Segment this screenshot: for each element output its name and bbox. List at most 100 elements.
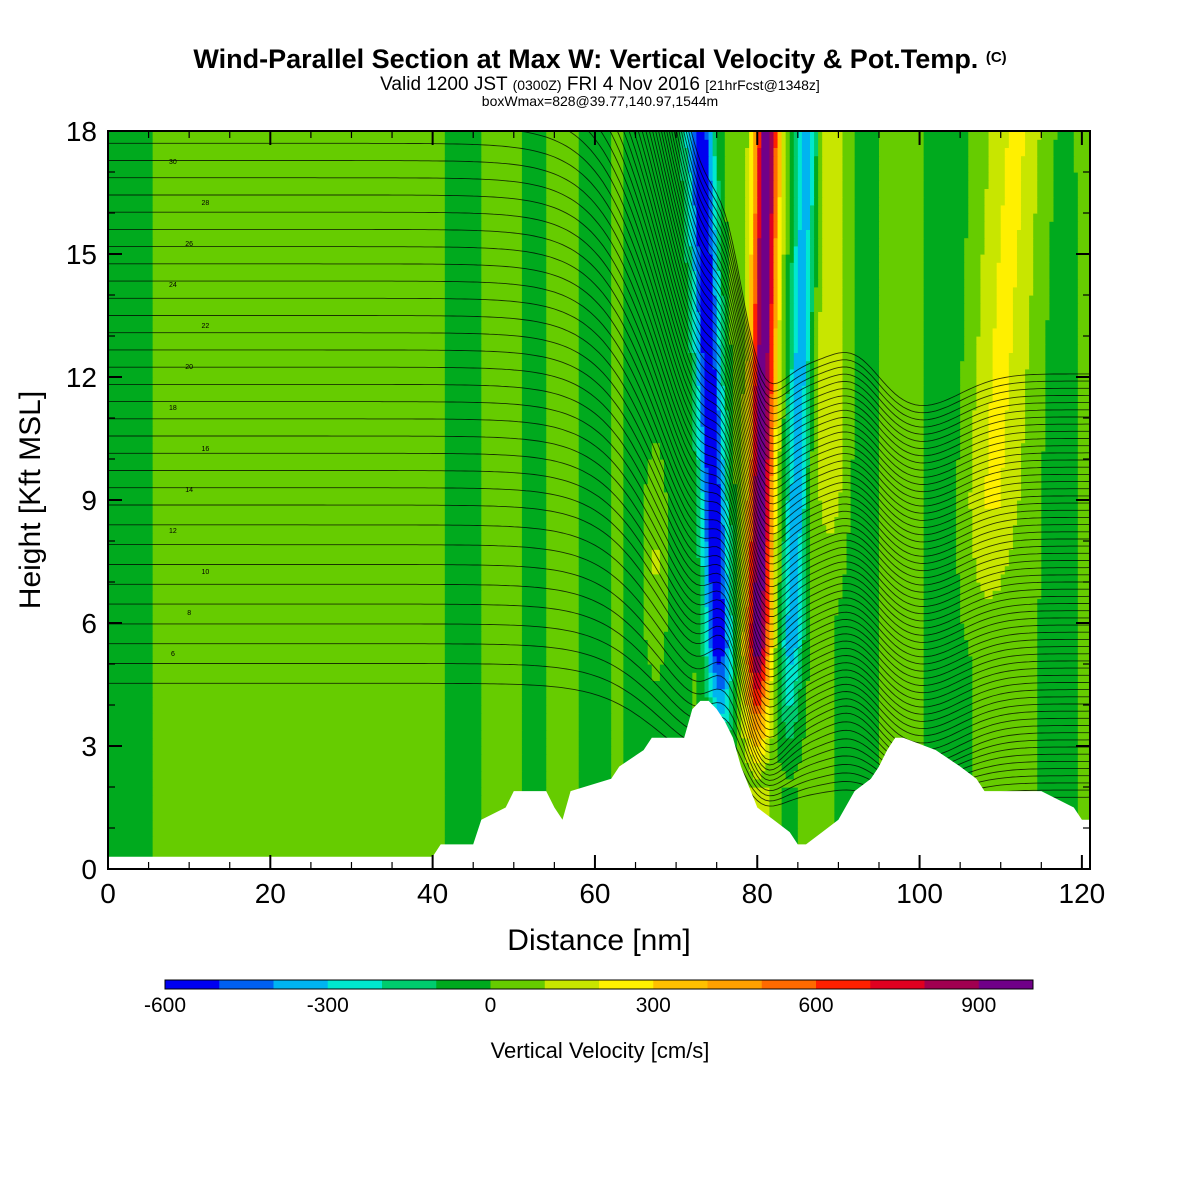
velocity-cell (521, 262, 547, 271)
velocity-cell (842, 278, 856, 288)
velocity-cell (1077, 221, 1090, 230)
velocity-cell (769, 442, 775, 452)
velocity-cell (753, 229, 758, 239)
velocity-cell (724, 147, 746, 157)
velocity-cell (749, 401, 754, 411)
velocity-cell (692, 155, 697, 165)
velocity-cell (688, 286, 693, 296)
velocity-cell (444, 442, 482, 452)
velocity-cell (805, 713, 835, 722)
velocity-cell (960, 434, 973, 444)
velocity-cell (704, 352, 714, 362)
velocity-cell (741, 672, 746, 681)
velocity-cell (1037, 754, 1079, 763)
velocity-cell (700, 639, 706, 649)
velocity-cell (546, 319, 580, 329)
velocity-cell (801, 221, 811, 230)
velocity-cell (789, 229, 795, 239)
velocity-cell (546, 336, 580, 345)
velocity-cell (736, 664, 742, 673)
velocity-cell (578, 286, 612, 296)
velocity-cell (850, 475, 880, 485)
velocity-cell (647, 639, 665, 649)
velocity-cell (773, 409, 779, 419)
velocity-cell (732, 655, 738, 665)
velocity-cell (878, 163, 925, 173)
velocity-cell (481, 573, 523, 583)
y-axis-label: Height [Kft MSL] (14, 391, 47, 609)
velocity-cell (834, 516, 852, 526)
velocity-cell (1037, 155, 1055, 165)
velocity-cell (854, 418, 880, 427)
velocity-cell (651, 450, 661, 460)
velocity-cell (1077, 360, 1090, 370)
theta-contour (108, 332, 1090, 694)
velocity-cell (108, 737, 154, 747)
velocity-cell (923, 467, 957, 476)
velocity-cell (781, 163, 787, 173)
velocity-cell (712, 655, 718, 665)
velocity-cell (444, 450, 482, 460)
velocity-cell (781, 541, 787, 550)
velocity-cell (757, 180, 762, 189)
velocity-cell (745, 286, 750, 296)
velocity-cell (923, 680, 973, 690)
velocity-cell (521, 623, 547, 632)
velocity-cell (793, 188, 799, 198)
velocity-cell (700, 524, 706, 534)
velocity-cell (611, 368, 624, 378)
velocity-cell (765, 746, 771, 755)
velocity-cell (578, 688, 612, 698)
velocity-cell (814, 270, 819, 280)
velocity-cell (704, 672, 710, 681)
velocity-cell (696, 336, 702, 345)
contour-label: 30 (169, 159, 177, 166)
velocity-cell (773, 582, 779, 591)
velocity-cell (611, 582, 624, 591)
velocity-cell (546, 655, 580, 665)
velocity-cell (712, 188, 718, 198)
velocity-cell (108, 418, 154, 427)
velocity-cell (878, 639, 925, 649)
velocity-cell (728, 664, 734, 673)
velocity-cell (777, 680, 783, 690)
velocity-cell (805, 705, 835, 714)
velocity-cell (834, 655, 880, 665)
velocity-cell (769, 327, 775, 337)
velocity-cell (818, 377, 844, 386)
velocity-cell (1049, 262, 1079, 271)
velocity-cell (805, 270, 811, 280)
velocity-cell (757, 311, 762, 321)
velocity-cell (801, 672, 811, 681)
velocity-cell (108, 180, 154, 189)
velocity-cell (781, 172, 787, 181)
velocity-cell (741, 409, 746, 419)
velocity-cell (704, 385, 718, 394)
velocity-cell (773, 491, 779, 501)
velocity-cell (1077, 582, 1090, 591)
velocity-cell (992, 336, 1014, 345)
velocity-cell (801, 664, 811, 673)
velocity-cell (785, 377, 791, 386)
velocity-cell (700, 475, 706, 485)
velocity-cell (810, 582, 844, 591)
velocity-cell (1004, 418, 1026, 427)
velocity-cell (704, 598, 710, 608)
velocity-cell (521, 746, 547, 755)
velocity-cell (781, 762, 799, 772)
velocity-cell (152, 844, 446, 854)
velocity-cell (444, 762, 482, 772)
velocity-cell (720, 180, 726, 189)
velocity-cell (814, 377, 819, 386)
velocity-cell (1041, 582, 1079, 591)
velocity-cell (611, 180, 624, 189)
velocity-cell (878, 262, 925, 271)
velocity-cell (108, 475, 154, 485)
velocity-cell (728, 729, 738, 739)
velocity-cell (789, 434, 795, 444)
velocity-cell (801, 680, 807, 690)
velocity-cell (108, 598, 154, 608)
velocity-cell (724, 155, 746, 165)
velocity-cell (152, 549, 446, 558)
velocity-cell (854, 262, 880, 271)
